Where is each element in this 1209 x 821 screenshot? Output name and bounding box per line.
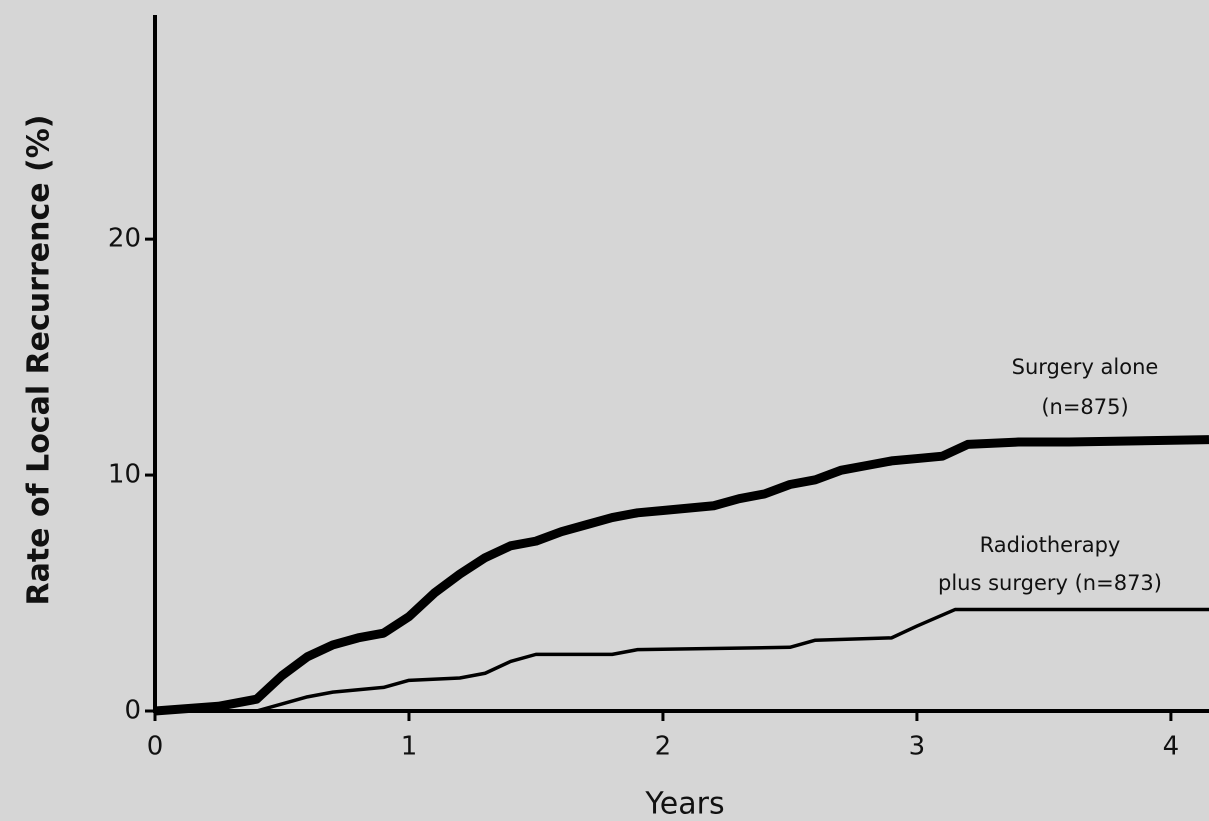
- x-tick-label: 0: [147, 732, 164, 762]
- series-line: [154, 435, 1209, 716]
- x-tick-label: 4: [1163, 732, 1180, 762]
- annotation: plus surgery (n=873): [938, 571, 1162, 595]
- x-tick-label: 1: [401, 732, 418, 762]
- x-tick-label: 2: [655, 732, 672, 762]
- annotation: Surgery alone: [1012, 355, 1159, 379]
- series-line: [155, 607, 1209, 713]
- x-tick-label: 3: [909, 732, 926, 762]
- annotation: Radiotherapy: [980, 533, 1121, 557]
- y-tick-label: 10: [108, 460, 141, 490]
- annotation: (n=875): [1041, 395, 1128, 419]
- y-tick-label: 20: [108, 224, 141, 254]
- x-axis-label: Years: [644, 787, 724, 821]
- y-axis-label: Rate of Local Recurrence (%): [22, 114, 57, 605]
- y-tick-label: 0: [124, 696, 141, 726]
